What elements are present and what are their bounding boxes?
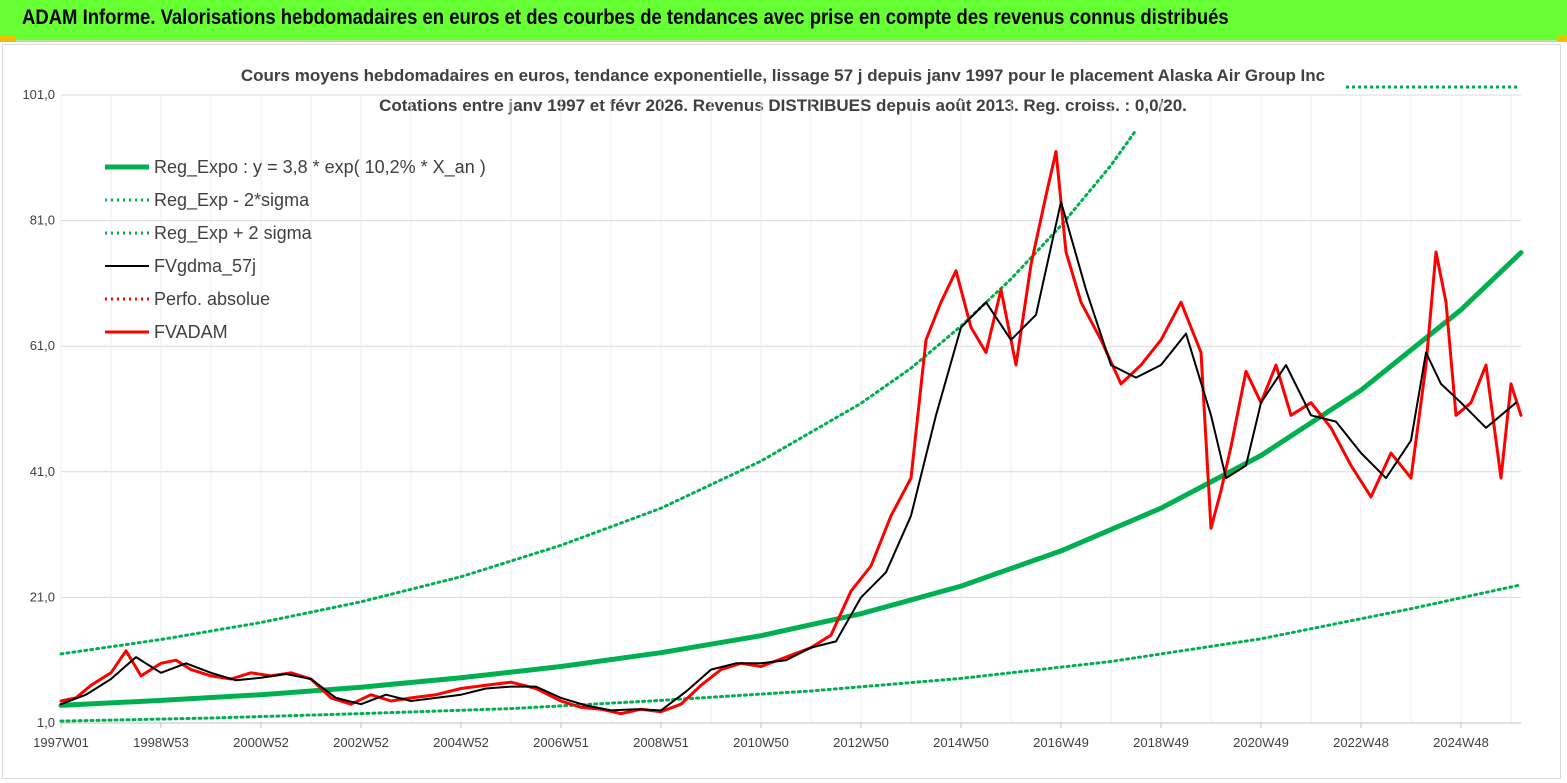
chart-canvas: Cours moyens hebdomadaires en euros, ten… — [22, 66, 1524, 750]
x-tick-label: 2010W50 — [733, 735, 789, 750]
x-tick-label: 2004W52 — [433, 735, 489, 750]
x-tick-label: 2016W49 — [1033, 735, 1089, 750]
banner-corner-accent — [0, 36, 16, 42]
chart-title: Cours moyens hebdomadaires en euros, ten… — [241, 66, 1325, 85]
y-tick-label: 81,0 — [30, 213, 55, 228]
axis-layer: 1,0 21,0 41,0 61,0 81,0 101,0 1997W01 1998W53 20… — [22, 87, 1521, 750]
legend-label: Reg_Exp - 2*sigma — [154, 190, 310, 211]
x-tick-label: 2018W49 — [1133, 735, 1189, 750]
y-tick-label: 41,0 — [30, 464, 55, 479]
chart-subtitle: Cotations entre janv 1997 et févr 2026. … — [379, 96, 1187, 115]
series-line-1 — [59, 583, 1523, 723]
x-tick-label: 1997W01 — [33, 735, 89, 750]
legend-label: Reg_Expo : y = 3,8 * exp( 10,2% * X_an ) — [154, 157, 486, 178]
series-line-0 — [58, 250, 1524, 708]
chart-frame: Cours moyens hebdomadaires en euros, ten… — [2, 44, 1561, 779]
x-tick-label: 1998W53 — [133, 735, 189, 750]
x-tick-label: 2006W51 — [533, 735, 589, 750]
legend-label: FVADAM — [154, 322, 228, 342]
header-banner: ADAM Informe. Valorisations hebdomadaire… — [0, 0, 1567, 42]
y-tick-label: 21,0 — [30, 589, 55, 604]
legend-label: FVgdma_57j — [154, 256, 256, 277]
legend-label: Reg_Exp + 2 sigma — [154, 223, 313, 244]
x-tick-label: 2014W50 — [933, 735, 989, 750]
x-tick-label: 2002W52 — [333, 735, 389, 750]
x-tick-label: 2024W48 — [1433, 735, 1489, 750]
x-tick-label: 2020W49 — [1233, 735, 1289, 750]
x-tick-label: 2022W48 — [1333, 735, 1389, 750]
banner-corner-accent-right — [1557, 36, 1567, 42]
y-tick-label: 61,0 — [30, 338, 55, 353]
series-layer — [58, 128, 1524, 723]
y-tick-label: 1,0 — [37, 715, 55, 730]
series-line-3 — [60, 200, 1517, 712]
page-title: ADAM Informe. Valorisations hebdomadaire… — [22, 6, 1229, 29]
x-tick-label: 2012W50 — [833, 735, 889, 750]
series-line-2 — [59, 128, 1138, 656]
y-tick-label: 101,0 — [22, 87, 55, 102]
grid — [60, 94, 1521, 724]
legend: Reg_Expo : y = 3,8 * exp( 10,2% * X_an )… — [105, 157, 486, 342]
x-tick-label: 2000W52 — [233, 735, 289, 750]
legend-label: Perfo. absolue — [154, 289, 270, 309]
x-tick-label: 2008W51 — [633, 735, 689, 750]
